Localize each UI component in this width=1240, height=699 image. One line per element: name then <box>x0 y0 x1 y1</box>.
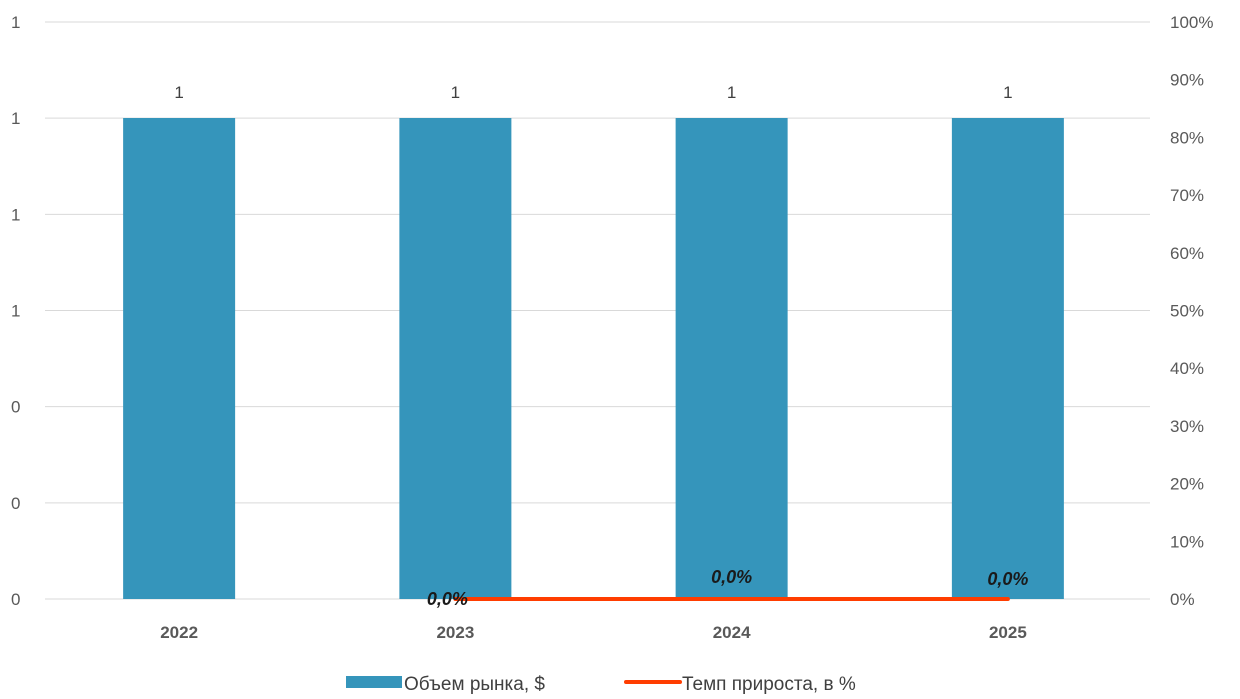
legend-line-label: Темп прироста, в % <box>682 674 856 695</box>
bar <box>675 118 788 599</box>
legend-bar-label: Объем рынка, $ <box>404 674 545 695</box>
bar-data-label: 1 <box>1003 83 1012 102</box>
bar-data-label: 1 <box>727 83 736 102</box>
bar-data-label: 1 <box>451 83 460 102</box>
line-data-label: 0,0% <box>427 589 468 609</box>
left-tick-label: 0 <box>11 398 20 417</box>
bar <box>399 118 512 599</box>
x-axis: 2022 2023 2024 2025 <box>160 623 1027 642</box>
right-tick-label: 30% <box>1170 417 1204 436</box>
x-tick-label: 2024 <box>713 623 751 642</box>
bar-data-label: 1 <box>174 83 183 102</box>
left-tick-label: 1 <box>11 302 20 321</box>
bar-data-labels: 1 1 1 1 <box>174 83 1012 102</box>
right-tick-label: 60% <box>1170 244 1204 263</box>
x-tick-label: 2023 <box>436 623 474 642</box>
bar <box>123 118 236 599</box>
bars <box>123 118 1064 599</box>
right-y-axis: 0% 10% 20% 30% 40% 50% 60% 70% 80% 90% 100% <box>1170 13 1213 609</box>
line-data-label: 0,0% <box>711 567 752 587</box>
left-tick-label: 0 <box>11 494 20 513</box>
left-tick-label: 1 <box>11 13 20 32</box>
right-tick-label: 10% <box>1170 532 1204 551</box>
right-tick-label: 80% <box>1170 128 1204 147</box>
right-tick-label: 100% <box>1170 13 1213 32</box>
right-tick-label: 0% <box>1170 590 1195 609</box>
left-y-axis: 0 0 0 1 1 1 1 <box>11 13 20 609</box>
right-tick-label: 40% <box>1170 359 1204 378</box>
right-tick-label: 90% <box>1170 71 1204 90</box>
left-tick-label: 1 <box>11 109 20 128</box>
right-tick-label: 70% <box>1170 186 1204 205</box>
left-tick-label: 0 <box>11 590 20 609</box>
line-data-label: 0,0% <box>987 569 1028 589</box>
right-tick-label: 50% <box>1170 302 1204 321</box>
x-tick-label: 2025 <box>989 623 1027 642</box>
right-tick-label: 20% <box>1170 475 1204 494</box>
line-data-labels: 0,0% 0,0% 0,0% <box>427 567 1029 609</box>
legend-bar-swatch <box>346 676 402 688</box>
bar <box>951 118 1064 599</box>
x-tick-label: 2022 <box>160 623 198 642</box>
left-tick-label: 1 <box>11 205 20 224</box>
legend: Объем рынка, $ Темп прироста, в % <box>346 674 856 695</box>
